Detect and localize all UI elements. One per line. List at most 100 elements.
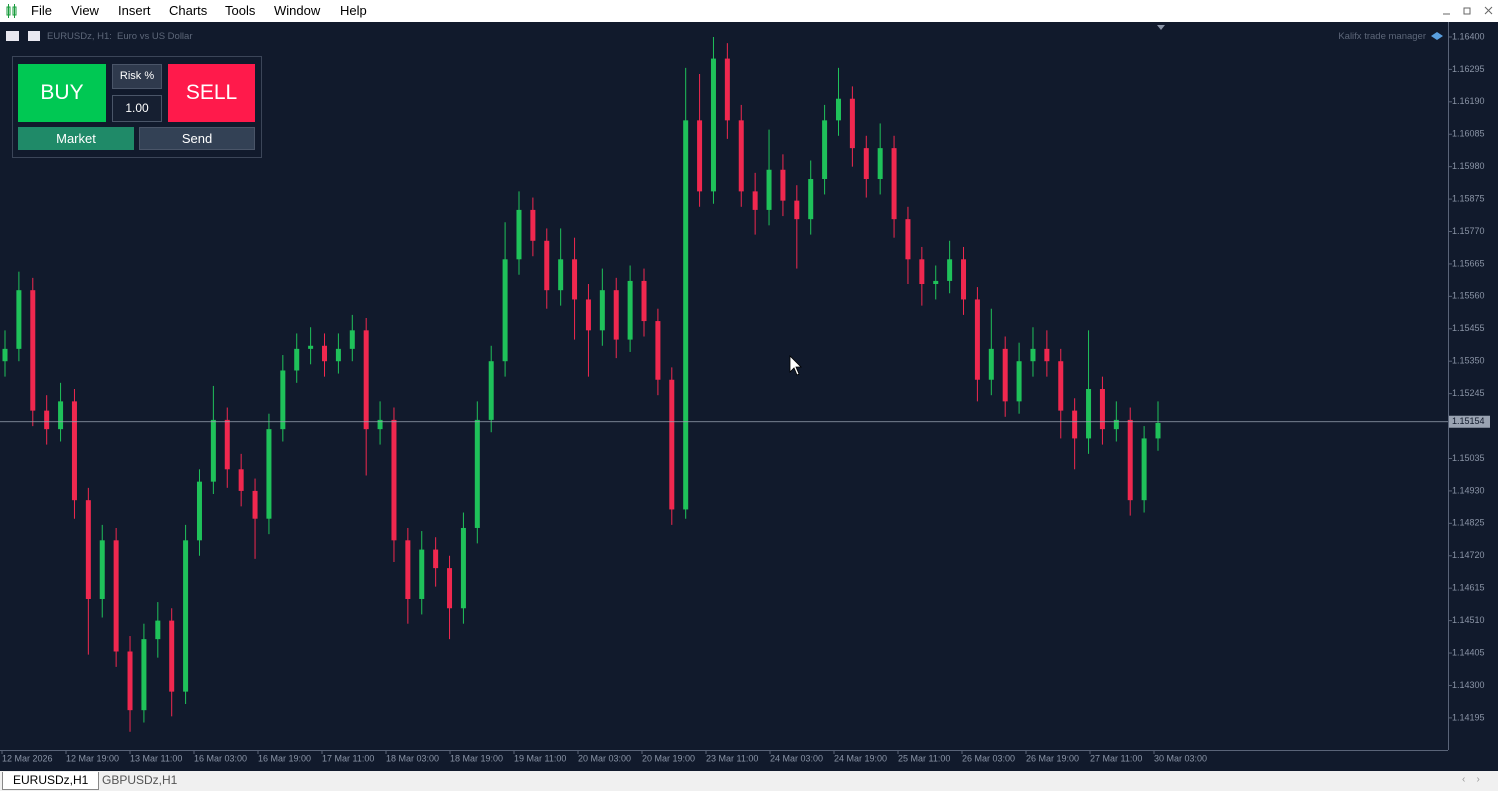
candle-body xyxy=(863,148,869,180)
y-tick-label: 1.16190 xyxy=(1452,96,1485,106)
candle-body xyxy=(919,259,925,285)
order-type-button[interactable]: Market xyxy=(18,127,134,150)
candle-body xyxy=(738,120,744,192)
candle-body xyxy=(460,527,466,609)
candle-body xyxy=(1030,348,1036,362)
tab[interactable]: EURUSDz,H1 xyxy=(2,772,100,790)
mouse-cursor xyxy=(789,355,802,376)
menu-item[interactable]: Tools xyxy=(225,3,256,18)
candle-body xyxy=(502,259,508,362)
candle-body xyxy=(141,639,147,711)
candle-body xyxy=(16,290,22,349)
x-tick-label: 24 Mar 19:00 xyxy=(834,753,887,763)
candle-body xyxy=(1016,361,1022,402)
candle-body xyxy=(2,348,8,362)
menu-item[interactable]: Insert xyxy=(118,3,151,18)
menu-item[interactable]: Help xyxy=(340,3,367,18)
y-tick-label: 1.14930 xyxy=(1452,485,1485,495)
candle-body xyxy=(697,120,703,192)
candle-body xyxy=(196,481,202,541)
candle-body xyxy=(794,200,800,220)
candle-body xyxy=(447,568,453,609)
candle-body xyxy=(988,348,994,380)
buy-button[interactable]: BUY xyxy=(18,64,106,122)
menu-item[interactable]: View xyxy=(71,3,99,18)
candle-body xyxy=(210,419,216,482)
y-tick-label: 1.14195 xyxy=(1452,712,1485,722)
candle-body xyxy=(474,419,480,528)
tab-scroll[interactable]: ‹ › xyxy=(1462,774,1480,785)
x-tick-label: 18 Mar 19:00 xyxy=(450,753,503,763)
candle-body xyxy=(1002,348,1008,402)
candle-body xyxy=(377,419,383,430)
menu-item[interactable]: File xyxy=(31,3,52,18)
y-tick-label: 1.15875 xyxy=(1452,193,1485,203)
candle-body xyxy=(752,191,758,210)
candle-body xyxy=(822,120,828,180)
shift-marker xyxy=(1157,25,1165,30)
risk-input[interactable]: 1.00 xyxy=(112,95,162,122)
candle-body xyxy=(419,549,425,599)
y-tick-label: 1.16085 xyxy=(1452,129,1485,139)
sell-button[interactable]: SELL xyxy=(168,64,255,122)
tab[interactable]: GBPUSDz,H1 xyxy=(102,773,178,787)
candle-body xyxy=(516,209,522,260)
candle-body xyxy=(224,419,230,470)
candle-body xyxy=(627,280,633,340)
x-tick-label: 13 Mar 11:00 xyxy=(130,753,182,763)
candle-body xyxy=(363,330,369,430)
candle-body xyxy=(766,169,772,210)
y-tick-label: 1.14510 xyxy=(1452,615,1485,625)
x-tick-label: 12 Mar 19:00 xyxy=(66,753,119,763)
candle-body xyxy=(669,379,675,510)
y-tick-label: 1.15770 xyxy=(1452,226,1485,236)
candle-body xyxy=(488,361,494,420)
y-tick-label: 1.16295 xyxy=(1452,64,1485,74)
y-tick-label: 1.14300 xyxy=(1452,680,1485,690)
x-tick-label: 27 Mar 11:00 xyxy=(1090,753,1142,763)
menu-item[interactable]: Window xyxy=(274,3,321,18)
candle-body xyxy=(1044,348,1050,362)
x-tick-label: 12 Mar 2026 xyxy=(2,753,53,763)
candle-body xyxy=(849,98,855,149)
candle-body xyxy=(1072,410,1078,439)
candle-body xyxy=(30,290,36,411)
candle-body xyxy=(585,299,591,331)
candle-body xyxy=(1099,389,1105,430)
candle-body xyxy=(349,330,355,349)
send-button[interactable]: Send xyxy=(139,127,255,150)
tab-bar: EURUSDz,H1 GBPUSDz,H1 ‹ › xyxy=(0,771,1498,791)
menu-item[interactable]: Charts xyxy=(169,3,208,18)
y-tick-label: 1.15035 xyxy=(1452,453,1485,463)
x-tick-label: 20 Mar 03:00 xyxy=(578,753,631,763)
candle-body xyxy=(155,620,161,640)
candle-body xyxy=(530,209,536,241)
candle-body xyxy=(961,259,967,300)
candle-body xyxy=(266,429,272,519)
current-price-box xyxy=(1449,415,1490,428)
x-tick-label: 20 Mar 19:00 xyxy=(642,753,695,763)
candle-body xyxy=(1058,361,1064,411)
candle-body xyxy=(85,500,91,599)
chart-symbol: EURUSDz, H1: xyxy=(47,31,112,42)
chart-description: Euro vs US Dollar xyxy=(117,31,193,42)
window-controls[interactable] xyxy=(1440,4,1495,18)
risk-button[interactable]: Risk % xyxy=(112,64,162,89)
candle-body xyxy=(113,540,119,652)
candle-body xyxy=(905,219,911,260)
candle-body xyxy=(655,321,661,380)
candle-body xyxy=(572,259,578,300)
header-icon xyxy=(6,31,19,41)
candle-body xyxy=(613,290,619,340)
candle-body xyxy=(974,299,980,380)
candle-body xyxy=(308,345,314,349)
candle-body xyxy=(558,259,564,291)
candle-body xyxy=(1113,419,1119,430)
x-tick-label: 19 Mar 11:00 xyxy=(514,753,566,763)
x-tick-label: 18 Mar 03:00 xyxy=(386,753,439,763)
app-icon xyxy=(6,4,17,18)
indicator-icon xyxy=(1431,32,1443,40)
y-tick-label: 1.15350 xyxy=(1452,356,1485,366)
candle-body xyxy=(835,98,841,121)
